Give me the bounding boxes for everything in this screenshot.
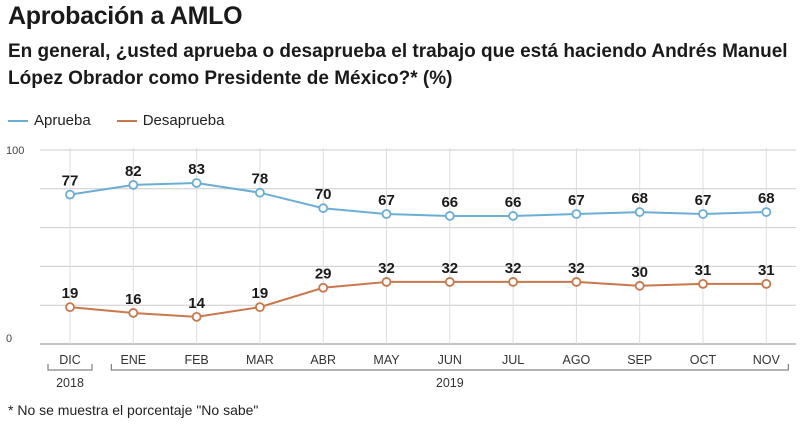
point-aprueba-mar [254, 187, 265, 198]
data-label-aprueba-nov: 68 [758, 190, 775, 207]
data-label-desaprueba-mar: 19 [252, 285, 269, 302]
chart-title: Aprobación a AMLO [8, 2, 243, 30]
point-desaprueba-dic [65, 302, 75, 313]
legend-swatch-aprueba [8, 119, 28, 122]
x-tick-label-feb: FEB [184, 353, 208, 367]
point-desaprueba-jul [508, 277, 518, 287]
point-aprueba-oct [698, 209, 708, 219]
line-chart: 100 0 77 82 83 78 70 67 66 66 67 68 67 68 19 16 14 19 29 32… [6, 145, 796, 390]
data-label-aprueba-abr: 70 [315, 186, 332, 203]
data-label-desaprueba-oct: 31 [695, 262, 712, 279]
point-desaprueba-may [381, 277, 392, 287]
legend-item-desaprueba: Desaprueba [116, 112, 225, 129]
data-label-aprueba-feb: 83 [188, 161, 205, 178]
point-desaprueba-nov [761, 278, 772, 289]
y-tick-label-100: 100 [6, 145, 24, 157]
data-label-desaprueba-abr: 29 [315, 266, 332, 283]
point-aprueba-ago [571, 209, 582, 219]
legend-label-desaprueba: Desaprueba [142, 112, 225, 129]
legend-item-aprueba: Aprueba [8, 112, 91, 129]
point-desaprueba-ene [128, 308, 139, 318]
data-label-aprueba-jun: 66 [441, 194, 458, 211]
data-label-aprueba-mar: 78 [252, 171, 269, 188]
data-label-aprueba-ene: 82 [125, 163, 142, 180]
x-tick-label-jun: JUN [438, 353, 462, 367]
x-tick-label-dic: DIC [59, 353, 81, 367]
year-bracket-2019 [110, 364, 789, 371]
year-label-2019: 2019 [436, 376, 464, 390]
chart-subtitle: En general, ¿usted aprueba o desaprueba … [8, 41, 788, 89]
data-label-desaprueba-feb: 14 [188, 295, 205, 312]
x-tick-label-ene: ENE [120, 353, 146, 367]
data-label-aprueba-sep: 68 [631, 190, 648, 207]
point-aprueba-jul [508, 211, 518, 221]
point-desaprueba-sep [634, 280, 645, 291]
point-aprueba-abr [318, 203, 329, 214]
data-label-desaprueba-ene: 16 [125, 291, 142, 308]
point-aprueba-jun [444, 211, 455, 221]
data-label-aprueba-jul: 66 [505, 194, 522, 211]
year-bracket-2018 [47, 364, 93, 371]
footnote: * No se muestra el porcentaje "No sabe" [8, 402, 259, 418]
x-tick-label-mar: MAR [246, 353, 274, 367]
point-desaprueba-jun [444, 277, 455, 287]
legend-swatch-desaprueba [116, 119, 137, 122]
data-label-desaprueba-nov: 31 [758, 262, 775, 279]
year-label-2018: 2018 [56, 376, 84, 390]
data-label-desaprueba-jul: 32 [505, 260, 522, 277]
data-label-aprueba-ago: 67 [568, 192, 585, 209]
x-tick-label-sep: SEP [627, 353, 652, 367]
data-label-aprueba-may: 67 [378, 192, 395, 209]
data-label-desaprueba-jun: 32 [441, 260, 458, 277]
point-aprueba-nov [761, 207, 772, 217]
x-tick-label-jul: JUL [502, 353, 524, 367]
point-desaprueba-feb [191, 311, 202, 322]
point-aprueba-ene [128, 180, 139, 190]
x-tick-label-may: MAY [373, 353, 400, 367]
data-label-aprueba-oct: 67 [695, 192, 712, 209]
point-aprueba-may [381, 209, 392, 219]
point-desaprueba-abr [318, 282, 329, 293]
series-line-desaprueba [69, 280, 767, 318]
data-label-aprueba-dic: 77 [62, 173, 79, 190]
point-desaprueba-ago [571, 277, 582, 287]
legend: Aprueba Desaprueba [8, 112, 224, 129]
series-line-aprueba [69, 181, 767, 217]
point-aprueba-feb [191, 178, 202, 188]
x-tick-label-abr: ABR [310, 353, 336, 367]
y-tick-label-0: 0 [6, 333, 12, 345]
x-tick-label-ago: AGO [563, 353, 591, 367]
data-label-desaprueba-dic: 19 [62, 285, 79, 302]
point-aprueba-dic [65, 189, 75, 200]
point-aprueba-sep [634, 207, 645, 217]
data-label-desaprueba-sep: 30 [631, 264, 648, 281]
point-desaprueba-mar [254, 302, 265, 313]
point-desaprueba-oct [698, 278, 708, 289]
x-tick-label-oct: OCT [690, 353, 717, 367]
data-label-desaprueba-may: 32 [378, 260, 395, 277]
x-tick-label-nov: NOV [753, 353, 781, 367]
legend-label-aprueba: Aprueba [34, 112, 91, 129]
data-label-desaprueba-ago: 32 [568, 260, 585, 277]
